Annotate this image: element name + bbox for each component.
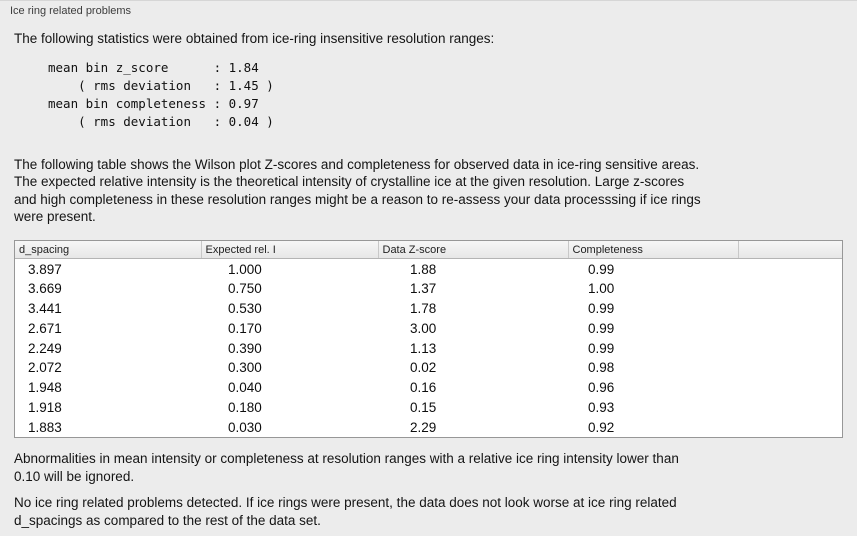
table-cell: 0.390 (228, 340, 262, 356)
ice-ring-table-grid: d_spacing Expected rel. I Data Z-score Comp… (15, 240, 842, 438)
column-header-expected-rel-i[interactable]: Expected rel. I (201, 240, 379, 260)
table-cell: 0.750 (228, 281, 262, 297)
table-row[interactable]: 3.441 0.530 1.78 0.99 (15, 299, 842, 319)
table-row[interactable]: 2.671 0.170 3.00 0.99 (15, 318, 842, 338)
table-header: d_spacing Expected rel. I Data Z-score Comp… (15, 240, 842, 260)
table-row[interactable]: 1.883 0.030 2.29 0.92 (15, 417, 842, 437)
table-cell: 0.170 (228, 320, 262, 336)
table-cell: 0.99 (588, 320, 615, 336)
table-cell: 0.92 (588, 419, 615, 435)
table-cell: 0.530 (228, 300, 262, 316)
table-header-row: d_spacing Expected rel. I Data Z-score Comp… (15, 240, 842, 260)
intro-text: The following statistics were obtained f… (14, 31, 495, 46)
column-header-completeness[interactable]: Completeness (568, 240, 739, 260)
table-cell: 1.00 (588, 281, 615, 297)
ice-ring-table[interactable]: d_spacing Expected rel. I Data Z-score Comp… (14, 239, 843, 439)
column-header-data-z-score[interactable]: Data Z-score (378, 240, 569, 260)
table-description: The following table shows the Wilson plo… (14, 156, 701, 225)
table-cell: 3.669 (28, 281, 62, 297)
table-cell: 0.02 (410, 360, 437, 376)
table-cell: 2.671 (28, 320, 62, 336)
table-cell: 0.180 (228, 399, 262, 415)
table-cell: 1.883 (28, 419, 62, 435)
table-row[interactable]: 1.948 0.040 0.16 0.96 (15, 378, 842, 398)
table-cell: 2.29 (410, 419, 437, 435)
stats-block: mean bin z_score : 1.84 ( rms deviation … (48, 59, 274, 129)
table-cell: 0.16 (410, 380, 437, 396)
table-cell: 3.00 (410, 320, 437, 336)
table-cell: 1.948 (28, 380, 62, 396)
table-cell: 1.000 (228, 261, 262, 277)
table-row[interactable]: 2.249 0.390 1.13 0.99 (15, 338, 842, 358)
table-cell: 2.072 (28, 360, 62, 376)
table-cell: 0.99 (588, 300, 615, 316)
table-cell: 0.300 (228, 360, 262, 376)
table-row[interactable]: 1.918 0.180 0.15 0.93 (15, 398, 842, 418)
column-header-d-spacing[interactable]: d_spacing (15, 240, 202, 260)
table-cell: 0.15 (410, 399, 437, 415)
table-cell: 0.030 (228, 419, 262, 435)
table-row[interactable]: 2.072 0.300 0.02 0.98 (15, 358, 842, 378)
table-body: 3.897 1.000 1.88 0.99 3.669 0.750 1.37 1.00 3.44… (15, 259, 842, 437)
table-cell: 0.040 (228, 380, 262, 396)
table-cell: 0.93 (588, 399, 615, 415)
table-cell: 3.897 (28, 261, 62, 277)
table-cell: 3.441 (28, 300, 62, 316)
table-cell: 1.918 (28, 399, 62, 415)
conclusion-text: No ice ring related problems detected. I… (14, 495, 677, 528)
table-row[interactable]: 3.897 1.000 1.88 0.99 (15, 259, 842, 279)
table-cell: 2.249 (28, 340, 62, 356)
panel-content: The following statistics were obtained f… (0, 30, 857, 530)
table-row[interactable]: 3.669 0.750 1.37 1.00 (15, 279, 842, 299)
table-cell: 1.88 (410, 261, 437, 277)
table-cell: 0.99 (588, 340, 615, 356)
ignore-note: Abnormalities in mean intensity or compl… (14, 451, 679, 484)
column-header-filler (738, 240, 842, 260)
table-cell: 1.37 (410, 281, 437, 297)
table-cell: 1.13 (410, 340, 437, 356)
table-cell: 1.78 (410, 300, 437, 316)
panel-title: Ice ring related problems (10, 5, 132, 17)
table-cell: 0.96 (588, 380, 615, 396)
table-cell: 0.98 (588, 360, 615, 376)
table-cell: 0.99 (588, 261, 615, 277)
